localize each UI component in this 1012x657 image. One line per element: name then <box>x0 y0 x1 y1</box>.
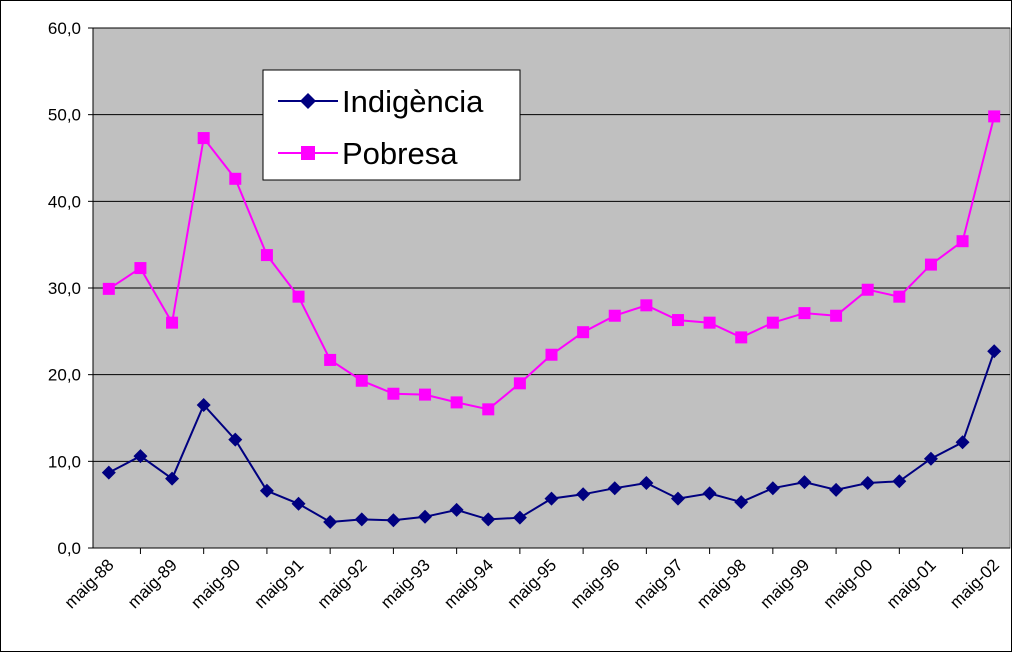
marker <box>892 474 907 489</box>
marker <box>354 512 369 527</box>
marker <box>924 258 937 271</box>
marker <box>386 513 401 528</box>
marker <box>196 398 211 412</box>
marker <box>355 374 368 387</box>
y-tick-label: 40,0 <box>48 192 81 211</box>
marker <box>860 476 875 490</box>
marker <box>671 314 684 327</box>
marker <box>734 495 749 510</box>
marker <box>607 481 622 496</box>
marker <box>702 486 717 501</box>
marker <box>449 502 464 517</box>
legend: Indigència Pobresa <box>262 69 521 181</box>
y-tick-label: 50,0 <box>48 106 81 125</box>
marker <box>640 299 653 312</box>
marker <box>133 449 148 464</box>
marker <box>576 487 591 502</box>
marker <box>418 509 433 524</box>
marker <box>955 435 970 450</box>
marker <box>482 403 495 416</box>
marker <box>197 132 210 145</box>
marker <box>639 476 654 490</box>
legend-label: Indigència <box>342 84 484 119</box>
legend-marker <box>300 93 316 109</box>
marker <box>292 290 305 303</box>
marker <box>165 471 180 486</box>
marker <box>228 432 243 447</box>
marker <box>798 307 811 320</box>
marker <box>987 344 1002 359</box>
legend-marker <box>301 146 315 160</box>
legend-label: Pobresa <box>342 136 458 171</box>
marker <box>134 262 147 275</box>
marker <box>259 483 274 498</box>
marker <box>577 326 590 339</box>
marker <box>102 282 115 295</box>
legend-box <box>262 69 521 181</box>
marker <box>735 331 748 344</box>
marker <box>830 309 843 322</box>
marker <box>419 388 432 401</box>
marker <box>545 348 558 361</box>
marker <box>324 353 337 366</box>
marker <box>956 235 969 248</box>
marker <box>861 283 874 296</box>
marker <box>481 512 496 527</box>
marker <box>544 491 559 506</box>
marker <box>166 316 179 329</box>
marker <box>513 377 526 390</box>
marker <box>229 172 242 185</box>
marker <box>829 482 844 497</box>
y-tick-label: 30,0 <box>48 279 81 298</box>
marker <box>101 465 116 480</box>
marker <box>766 316 779 329</box>
marker <box>450 396 463 409</box>
marker <box>988 110 1001 123</box>
marker <box>387 387 400 400</box>
marker <box>323 515 338 529</box>
y-tick-label: 10,0 <box>48 452 81 471</box>
y-tick-label: 0,0 <box>57 539 81 558</box>
marker <box>291 496 306 511</box>
y-tick-label: 60,0 <box>48 19 81 38</box>
marker <box>703 316 716 329</box>
marker <box>797 475 812 490</box>
y-tick-label: 20,0 <box>48 366 81 385</box>
marker <box>670 491 685 506</box>
marker <box>923 451 938 466</box>
marker <box>260 249 273 262</box>
marker <box>893 290 906 303</box>
marker <box>512 510 527 525</box>
marker <box>765 481 780 496</box>
marker <box>608 309 621 322</box>
